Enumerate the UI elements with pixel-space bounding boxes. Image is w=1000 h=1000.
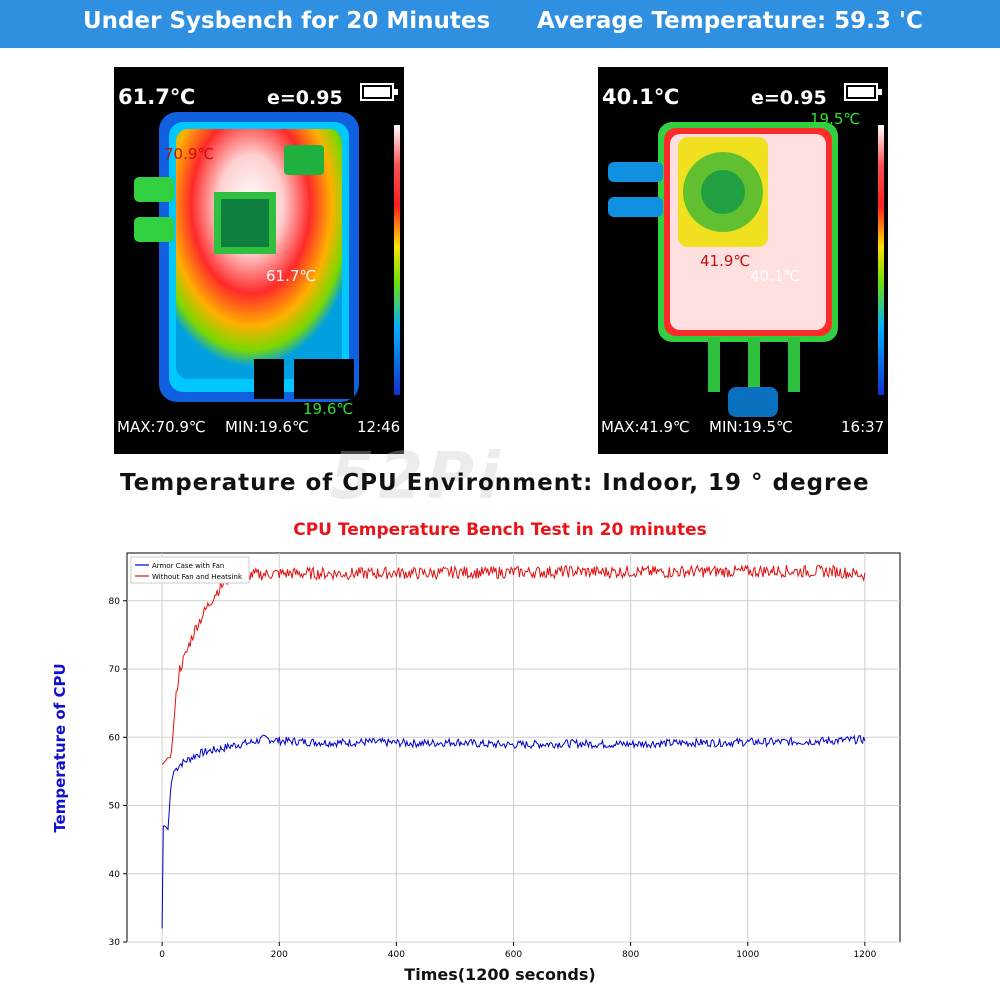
y-tick-label: 40	[109, 870, 121, 880]
x-tick-label: 1000	[736, 950, 759, 960]
cold-spot-label: 19.5℃	[810, 110, 861, 128]
clock-time: 12:46	[357, 418, 401, 436]
max-temperature: MAX:41.9℃	[601, 418, 690, 436]
y-tick-label: 70	[109, 665, 121, 675]
y-tick-label: 50	[109, 802, 121, 812]
y-tick-label: 60	[109, 733, 121, 743]
thermal-heatmap-graphic	[134, 112, 359, 402]
legend: Armor Case with Fan Without Fan and Heats…	[130, 556, 250, 584]
battery-icon	[844, 83, 882, 101]
thermal-image-with-fan: 61.7℃ e=0.95 70.9℃ 61.7℃ 19.6℃ MAX:70.9℃…	[114, 67, 404, 454]
series-line-armor-case	[161, 734, 866, 929]
color-scale-bar	[394, 125, 400, 395]
title-banner: Under Sysbench for 20 Minutes Average Te…	[0, 0, 1000, 48]
x-tick-label: 600	[505, 950, 522, 960]
series-line-no-fan	[161, 564, 866, 765]
plot-frame	[126, 552, 901, 943]
battery-icon	[360, 83, 398, 101]
emissivity: e=0.95	[751, 87, 827, 109]
x-tick-label: 0	[159, 950, 165, 960]
watermark-logo: 52Pi	[330, 440, 504, 514]
banner-left-text: Under Sysbench for 20 Minutes	[83, 8, 491, 34]
min-temperature: MIN:19.5℃	[709, 418, 793, 436]
y-tick-label: 80	[109, 597, 121, 607]
thermal-image-without-fan: 40.1℃ e=0.95 19.5℃ 41.9℃ 40.1℃ MAX:41.9℃…	[598, 67, 888, 454]
thermal-heatmap-graphic	[608, 122, 838, 417]
legend-box	[130, 556, 250, 584]
hot-spot-label: 41.9℃	[700, 252, 751, 270]
clock-time: 16:37	[841, 418, 885, 436]
x-tick-label: 400	[388, 950, 405, 960]
top-temperature: 61.7℃	[118, 85, 196, 109]
x-tick-label: 1200	[853, 950, 876, 960]
environment-caption: Temperature of CPU Environment: Indoor, …	[120, 470, 870, 496]
color-scale-bar	[878, 125, 884, 395]
x-axis-label: Times(1200 seconds)	[404, 965, 596, 984]
center-spot-label: 61.7℃	[266, 267, 317, 285]
grid-lines	[127, 553, 900, 943]
x-tick-label: 200	[271, 950, 288, 960]
max-temperature: MAX:70.9℃	[117, 418, 206, 436]
banner-right-text: Average Temperature: 59.3 'C	[537, 8, 923, 34]
top-temperature: 40.1℃	[602, 85, 680, 109]
legend-label: Without Fan and Heatsink	[152, 573, 243, 581]
y-axis-label: Temperature of CPU	[51, 663, 69, 833]
series-lines	[161, 564, 866, 929]
y-tick-label: 30	[109, 938, 121, 948]
x-tick-label: 800	[622, 950, 639, 960]
chart-title: CPU Temperature Bench Test in 20 minutes	[293, 520, 707, 540]
min-temperature: MIN:19.6℃	[225, 418, 309, 436]
legend-label: Armor Case with Fan	[152, 562, 224, 570]
hot-spot-label: 70.9℃	[164, 145, 215, 163]
emissivity: e=0.95	[267, 87, 343, 109]
axis-ticks: 0 200 400 600 800 1000 1200 30 40 50 60 70 80	[109, 597, 877, 960]
cold-spot-label: 19.6℃	[303, 400, 354, 418]
center-spot-label: 40.1℃	[750, 267, 801, 285]
